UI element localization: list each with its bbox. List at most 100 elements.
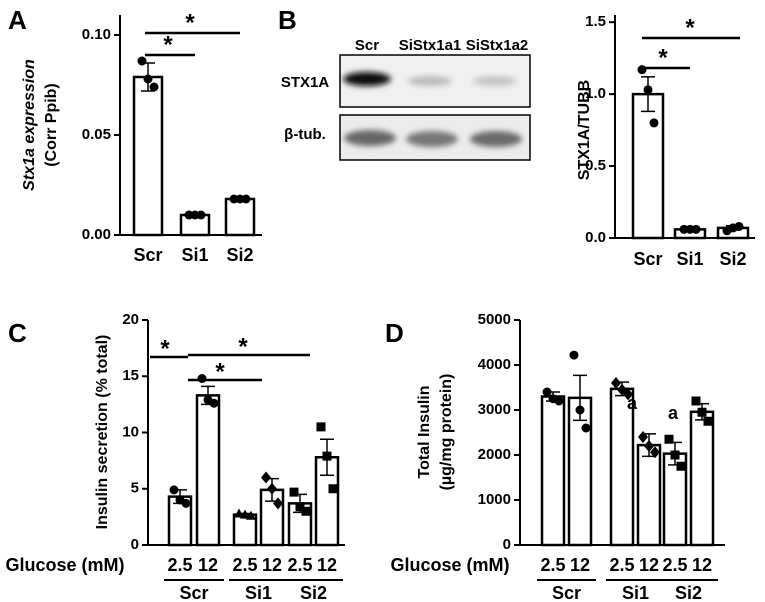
- bar: [540, 395, 566, 547]
- x-tick-label: 2.5: [662, 555, 687, 575]
- data-point: [644, 440, 654, 452]
- y-axis-label: (Corr Ppib): [43, 83, 60, 167]
- x-tick-label: 12: [198, 555, 218, 575]
- data-point: [649, 118, 659, 128]
- group-label: Si2: [300, 583, 327, 602]
- x-tick-label: Si1: [676, 249, 703, 269]
- panel-letter: D: [385, 318, 404, 348]
- y-tick-label: 5: [131, 480, 139, 497]
- x-tick-label: Si1: [181, 245, 208, 265]
- data-point: [181, 498, 191, 508]
- x-tick-label: 12: [262, 555, 282, 575]
- data-point: [575, 405, 585, 415]
- data-point: [643, 85, 653, 95]
- annotation: a: [627, 393, 638, 413]
- group-label: Scr: [179, 583, 208, 602]
- data-point: [554, 396, 564, 406]
- y-tick-label: 5000: [478, 311, 511, 328]
- y-tick-label: 0: [131, 536, 139, 553]
- data-point: [289, 487, 299, 497]
- lane-label: SiStx1a2: [466, 37, 529, 54]
- x-tick-label: 12: [570, 555, 590, 575]
- bar: [132, 75, 164, 237]
- data-point: [240, 509, 250, 519]
- y-tick-label: 10: [122, 423, 139, 440]
- bar: [195, 394, 221, 547]
- data-point: [676, 461, 686, 471]
- data-point: [267, 482, 277, 495]
- row-label: STX1A: [281, 74, 330, 91]
- data-point: [703, 416, 713, 426]
- x-tick-label: Scr: [633, 249, 662, 269]
- data-point: [670, 450, 680, 460]
- annotation: a: [668, 403, 679, 423]
- y-axis-label: (µg/mg protein): [438, 374, 455, 491]
- annotation: *: [160, 335, 170, 362]
- data-point: [664, 434, 674, 444]
- data-point: [197, 374, 207, 383]
- data-point: [542, 387, 552, 397]
- data-point: [581, 423, 591, 433]
- x-tick-label: 2.5: [609, 555, 634, 575]
- data-point: [209, 398, 219, 408]
- group-label: Scr: [552, 583, 581, 602]
- data-point: [328, 484, 338, 494]
- x-tick-label: Si2: [719, 249, 746, 269]
- panel-letter: C: [8, 318, 27, 348]
- bar: [224, 197, 256, 237]
- data-point: [322, 451, 332, 461]
- data-point: [169, 485, 179, 495]
- y-tick-label: 0.00: [82, 226, 111, 243]
- annotation: *: [215, 358, 225, 385]
- y-axis-label: Total Insulin: [416, 385, 433, 478]
- data-point: [261, 471, 271, 484]
- y-axis-label: Insulin secretion (% total): [94, 335, 111, 530]
- y-tick-label: 0: [503, 536, 511, 553]
- lane-label: SiStx1a1: [399, 37, 462, 54]
- lane-label: Scr: [355, 37, 379, 54]
- data-point: [149, 82, 159, 92]
- blot-bands: [343, 72, 522, 147]
- y-tick-label: 0.5: [585, 157, 606, 174]
- y-tick-label: 1000: [478, 491, 511, 508]
- data-point: [638, 431, 648, 443]
- y-tick-label: 0.0: [585, 229, 606, 246]
- data-point: [650, 446, 660, 459]
- bar: [689, 410, 715, 547]
- group-label: Si1: [245, 583, 272, 602]
- data-point: [691, 224, 701, 234]
- x-axis-label: Glucose (mM): [5, 555, 124, 575]
- annotation: *: [238, 333, 248, 360]
- y-tick-label: 15: [122, 367, 139, 384]
- x-tick-label: 12: [639, 555, 659, 575]
- x-tick-label: Si2: [226, 245, 253, 265]
- data-point: [697, 407, 707, 417]
- panel-letter: A: [8, 5, 27, 35]
- x-tick-label: 2.5: [232, 555, 257, 575]
- y-tick-label: 1.0: [585, 85, 606, 102]
- data-point: [241, 194, 251, 204]
- annotation: *: [163, 31, 173, 58]
- annotation: *: [685, 14, 695, 41]
- annotation: *: [658, 44, 668, 71]
- y-axis-label: STX1A/TUBB: [576, 80, 593, 180]
- y-tick-label: 20: [122, 311, 139, 328]
- group-label: Si1: [622, 583, 649, 602]
- data-point: [295, 502, 305, 512]
- y-tick-label: 0.05: [82, 126, 111, 143]
- data-point: [569, 350, 579, 360]
- data-point: [234, 508, 244, 518]
- data-point: [623, 388, 633, 401]
- x-tick-label: Scr: [133, 245, 162, 265]
- data-point: [196, 210, 206, 220]
- x-tick-label: 2.5: [287, 555, 312, 575]
- row-label: β-tub.: [284, 126, 326, 143]
- data-point: [246, 510, 256, 520]
- bar: [636, 443, 662, 547]
- data-point: [143, 74, 153, 84]
- group-label: Si2: [675, 583, 702, 602]
- x-tick-label: 2.5: [167, 555, 192, 575]
- data-point: [637, 65, 647, 75]
- bar: [631, 92, 665, 240]
